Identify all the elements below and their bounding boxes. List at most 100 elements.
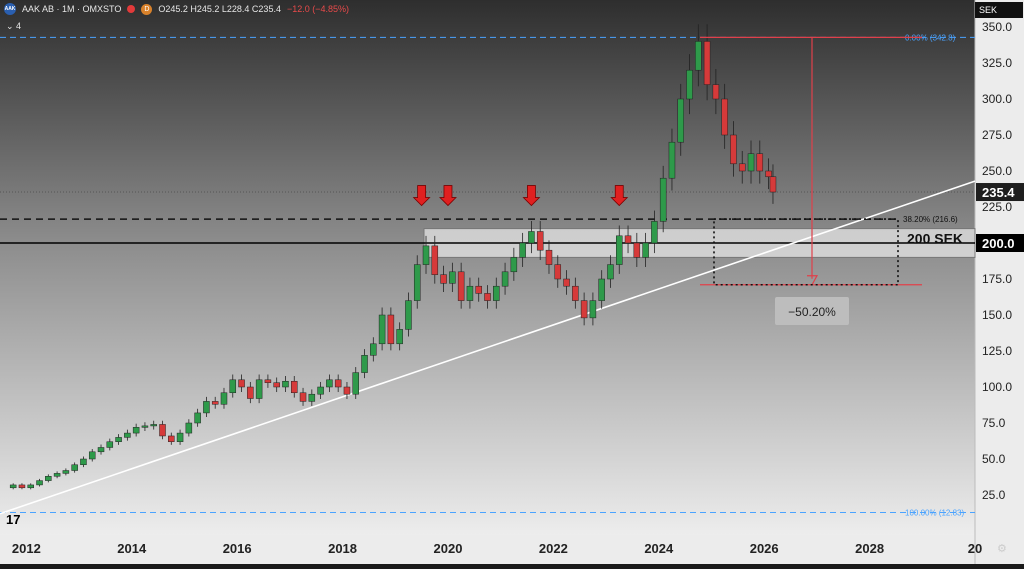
candle-body: [519, 242, 526, 258]
candle-body: [141, 425, 149, 428]
candle-body: [457, 271, 465, 301]
ohlc-readout: O245.2 H245.2 L228.4 C235.4: [158, 4, 281, 14]
candle-body: [18, 484, 26, 489]
candle-body: [747, 153, 755, 172]
market-closed-icon: [127, 5, 136, 13]
candle-body: [563, 278, 570, 287]
candle-body: [176, 432, 184, 442]
candle-body: [308, 393, 316, 402]
projection-arrowhead-icon: [807, 275, 819, 286]
time-tick-label: 2026: [750, 541, 779, 556]
candle-body: [756, 153, 764, 172]
key-level-label: 200.0: [982, 236, 1015, 251]
candle-body: [572, 285, 579, 301]
currency-label[interactable]: SEK: [975, 2, 1023, 18]
candle-body: [598, 278, 605, 301]
candle-body: [738, 163, 746, 172]
indicator-toggle[interactable]: ⌄ 4: [6, 21, 22, 31]
candle-body: [510, 257, 518, 273]
candle-body: [616, 235, 623, 265]
candle-body: [106, 441, 114, 448]
time-tick-label: 2028: [855, 541, 884, 556]
candle-body: [168, 435, 175, 442]
candle-body: [580, 300, 588, 319]
time-tick-label: 2024: [644, 541, 674, 556]
candle-body: [703, 41, 711, 85]
resistance-arrow-icon: [412, 185, 431, 207]
candle-body: [422, 245, 430, 265]
candle-body: [396, 329, 403, 345]
time-tick-label: 2012: [12, 541, 41, 556]
plot-background: [0, 0, 975, 535]
candle-body: [299, 392, 307, 402]
price-tick-label: 275.0: [982, 128, 1012, 142]
resistance-arrow-icon: [439, 185, 457, 207]
price-tick-label: 300.0: [982, 92, 1012, 106]
candle-body: [185, 422, 193, 434]
candle-body: [677, 98, 684, 143]
time-tick-label: 2016: [223, 541, 252, 556]
candle-body: [431, 245, 439, 275]
drawdown-label: −50.20%: [788, 305, 836, 319]
candle-body: [62, 470, 70, 474]
target-box: [713, 218, 899, 286]
candle-body: [229, 379, 237, 394]
candle-body: [80, 458, 87, 466]
last-price-label: 235.4: [982, 185, 1015, 200]
zone-label: 200 SEK: [907, 231, 963, 247]
candle-body: [651, 221, 658, 244]
candle-body: [589, 300, 597, 319]
candle-body: [273, 382, 280, 388]
resistance-arrow-icon: [522, 185, 541, 207]
price-tick-label: 175.0: [982, 272, 1012, 286]
candle-body: [449, 271, 456, 284]
candle-body: [387, 314, 395, 345]
candle-body: [71, 464, 78, 471]
candle-body: [194, 412, 201, 424]
candle-body: [317, 386, 324, 395]
candle-body: [9, 484, 17, 489]
time-tick-label: 20: [968, 541, 982, 556]
candle-body: [686, 69, 693, 100]
settings-gear-icon[interactable]: ⚙: [997, 543, 1007, 555]
symbol-title[interactable]: AAK AB · 1M · OMXSTO: [22, 4, 122, 14]
fib-top-label: 0.00% (342.8): [905, 33, 956, 42]
candle-body: [528, 231, 535, 244]
candle-body: [633, 242, 641, 258]
price-tick-label: 50.0: [982, 452, 1006, 466]
last-price-badge: [976, 183, 1024, 202]
candle-body: [97, 447, 105, 453]
candle-body: [220, 392, 228, 405]
price-tick-label: 150.0: [982, 308, 1012, 322]
candle-body: [536, 231, 544, 251]
candle-body: [150, 424, 157, 427]
price-tick-label: 250.0: [982, 164, 1012, 178]
indicator-count: 4: [16, 21, 22, 31]
candle-body: [211, 401, 219, 405]
candle-body: [361, 355, 368, 373]
candle-body: [291, 380, 298, 394]
dividend-badge[interactable]: D: [141, 3, 153, 15]
candle-body: [545, 249, 553, 265]
candle-body: [607, 264, 614, 280]
time-tick-label: 2018: [328, 541, 357, 556]
candle-body: [493, 285, 500, 301]
price-tick-label: 325.0: [982, 56, 1012, 70]
candle-body: [343, 386, 351, 395]
candle-body: [255, 379, 263, 399]
candle-body: [659, 177, 667, 222]
tradingview-logo-icon[interactable]: 17: [6, 512, 21, 527]
candle-body: [721, 98, 728, 136]
candle-body: [45, 476, 52, 481]
candle-body: [405, 300, 412, 330]
candle-body: [642, 242, 649, 258]
candle-body: [624, 235, 632, 244]
candle-body: [475, 285, 482, 294]
candle-body: [668, 141, 676, 179]
time-axis-panel: [0, 535, 1024, 564]
price-tick-label: 350.0: [982, 20, 1012, 34]
candle-body: [334, 379, 342, 388]
candle-body: [730, 134, 737, 165]
